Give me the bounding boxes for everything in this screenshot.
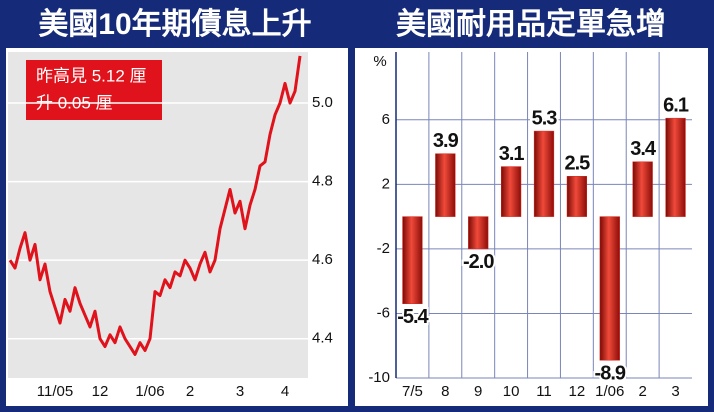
x-tick-label: 12: [92, 383, 109, 400]
x-tick-label: 10: [503, 383, 520, 400]
bar: [435, 153, 456, 217]
bar: [468, 216, 489, 250]
y-tick-label: -10: [368, 369, 390, 386]
x-tick-label: 2: [638, 383, 646, 400]
annotation: 昨高見 5.12 厘: [36, 66, 147, 85]
y-tick-label: -2: [377, 240, 390, 257]
right-title: 美國耐用品定單急增: [396, 7, 666, 41]
y-tick-label: -6: [377, 304, 390, 321]
y-tick-label: 5.0: [312, 94, 333, 111]
value-label: 5.3: [532, 107, 558, 129]
value-label: -2.0: [463, 251, 494, 273]
y-tick-label: 4.6: [312, 251, 333, 268]
bar: [402, 216, 423, 305]
x-tick-label: 11: [536, 383, 552, 400]
x-tick-label: 8: [441, 383, 449, 400]
x-tick-label: 4: [281, 383, 289, 400]
value-label: -5.4: [397, 306, 429, 328]
x-tick-label: 7/5: [402, 383, 423, 400]
y-tick-label: 2: [382, 175, 390, 192]
bar: [566, 176, 588, 217]
x-tick-label: 2: [186, 383, 194, 400]
value-label: 6.1: [663, 94, 689, 116]
y-tick-label: 4.8: [312, 173, 333, 190]
value-label: 3.1: [499, 143, 525, 165]
left-title: 美國10年期債息上升: [38, 7, 311, 41]
value-label: 3.4: [630, 138, 657, 160]
x-tick-label: 12: [569, 383, 586, 400]
x-tick-label: 11/05: [37, 383, 73, 400]
value-label: 3.9: [433, 130, 459, 152]
y-axis-label: %: [373, 53, 386, 70]
x-tick-label: 1/06: [135, 383, 164, 400]
y-tick-label: 4.4: [312, 330, 333, 347]
x-tick-label: 3: [671, 383, 679, 400]
bar: [500, 166, 522, 217]
value-label: -8.9: [595, 363, 626, 385]
annotation-box: [26, 60, 162, 120]
bar: [665, 117, 686, 217]
line: [8, 55, 302, 356]
y-tick-label: 6: [382, 111, 390, 128]
x-tick-label: 3: [236, 383, 244, 400]
x-tick-label: 1/06: [595, 383, 624, 400]
x-tick-label: 9: [474, 383, 482, 400]
value-label: 2.5: [564, 153, 590, 175]
bar: [632, 161, 653, 217]
bar: [599, 216, 620, 361]
bar: [533, 130, 555, 217]
